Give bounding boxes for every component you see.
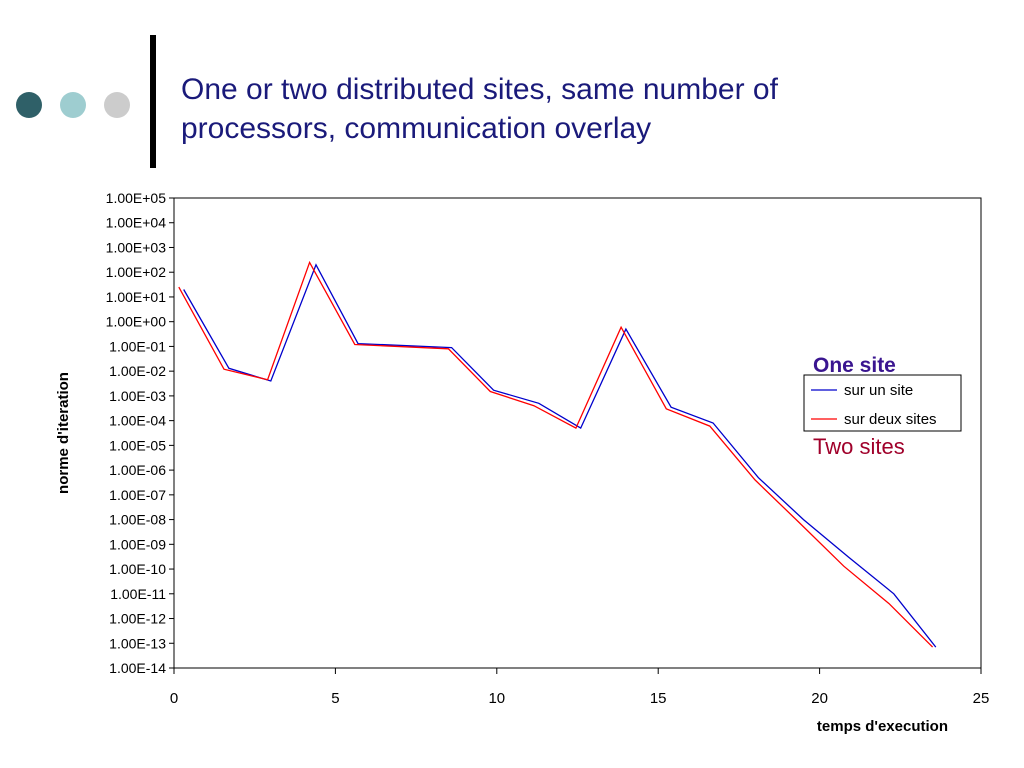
x-axis-ticks: 0 5 10 15 20 25 [170,668,990,707]
dot-dark [16,92,42,118]
y-tick-label: 1.00E-08 [109,512,166,528]
y-tick-label: 1.00E+04 [106,215,167,231]
annotation-two-sites: Two sites [813,434,905,459]
y-axis-ticks: 1.00E+05 1.00E+04 1.00E+03 1.00E+02 1.00E+01… [106,190,174,676]
y-tick-label: 1.00E-07 [109,487,166,503]
annotation-one-site: One site [813,354,896,377]
y-tick-label: 1.00E-06 [109,462,166,478]
x-axis-label: temps d'execution [817,718,948,735]
title-divider-bar [150,35,156,168]
y-tick-label: 1.00E-04 [109,413,166,429]
y-tick-label: 1.00E-14 [109,660,166,676]
x-tick-label: 5 [331,690,339,707]
x-tick-label: 10 [488,690,505,707]
y-tick-label: 1.00E+00 [106,314,167,330]
legend-box [803,374,962,432]
y-tick-label: 1.00E-12 [109,611,166,627]
y-tick-label: 1.00E-11 [110,586,166,602]
y-axis-label: norme d'iteration [55,372,72,494]
series-line-sur-un-site [183,263,937,648]
y-tick-label: 1.00E-10 [109,561,166,577]
x-tick-label: 20 [811,690,828,707]
y-tick-label: 1.00E-05 [109,437,166,453]
x-tick-label: 25 [973,690,990,707]
series-line-sur-deux-sites [178,260,934,648]
plot-frame [173,197,982,669]
legend: sur un site sur deux sites [803,374,962,432]
legend-label-sur-un-site: sur un site [844,382,913,399]
y-tick-label: 1.00E-03 [109,388,166,404]
decorative-dots [16,92,136,120]
y-tick-label: 1.00E+01 [106,289,167,305]
slide-title-line-2: processors, communication overlay [181,112,652,145]
x-tick-label: 15 [650,690,667,707]
y-tick-label: 1.00E-01 [109,338,166,354]
slide-title-line-1: One or two distributed sites, same numbe… [181,73,778,106]
y-tick-label: 1.00E-09 [109,536,166,552]
x-tick-label: 0 [170,690,178,707]
series-lines [178,260,937,648]
dot-teal [60,92,86,118]
y-tick-label: 1.00E+05 [106,190,167,206]
y-tick-label: 1.00E-13 [109,635,166,651]
legend-label-sur-deux-sites: sur deux sites [844,411,937,428]
dot-gray [104,92,130,118]
slide-title: One or two distributed sites, same numbe… [181,70,1001,148]
y-tick-label: 1.00E-02 [109,363,166,379]
y-tick-label: 1.00E+03 [106,239,167,255]
y-tick-label: 1.00E+02 [106,264,167,280]
